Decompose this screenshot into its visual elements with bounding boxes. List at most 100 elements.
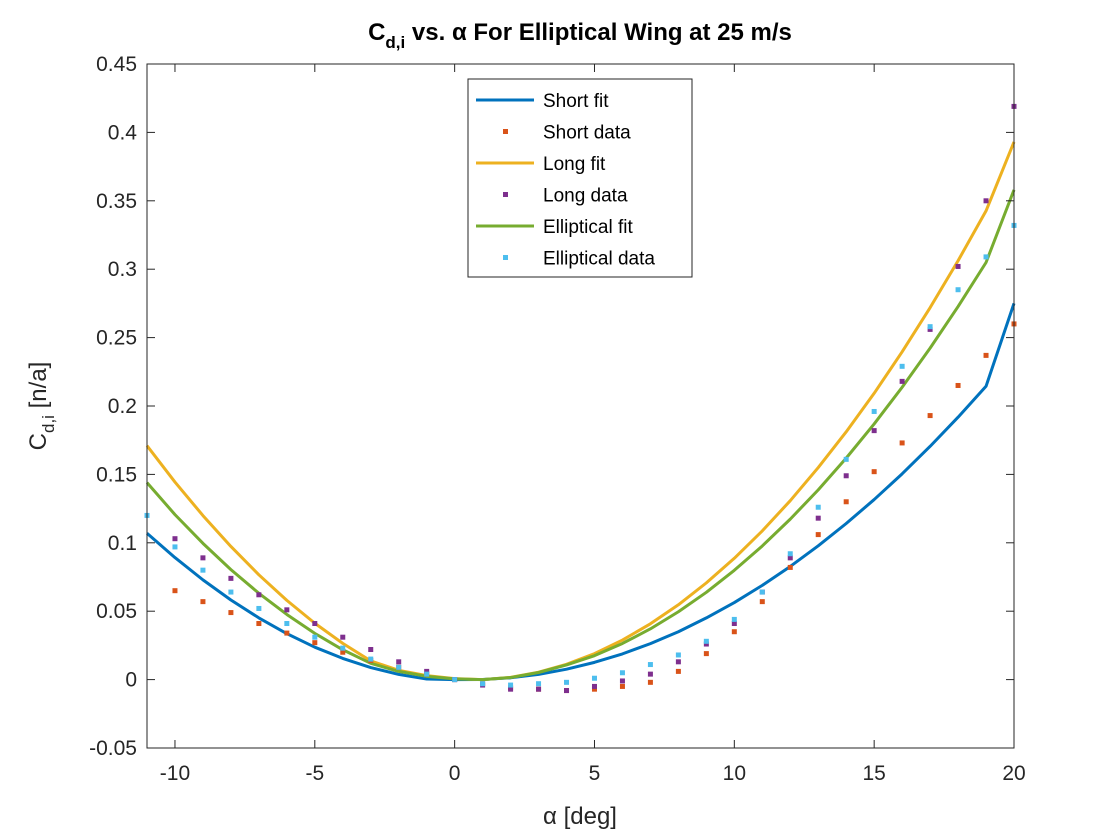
x-tick-label: 10 <box>723 762 746 785</box>
data-point-long-data <box>284 607 290 613</box>
legend-swatch-short-data <box>503 129 508 134</box>
data-point-long-data <box>312 621 318 627</box>
data-point-short-data <box>675 668 681 674</box>
data-point-elliptical-data <box>172 544 178 550</box>
chart-title-rest: vs. α For Elliptical Wing at 25 m/s <box>405 19 792 46</box>
data-point-short-data <box>899 440 905 446</box>
data-point-elliptical-data <box>591 675 597 681</box>
data-point-long-data <box>228 575 234 581</box>
data-point-short-data <box>172 588 178 594</box>
plot-series-lines <box>145 141 1016 682</box>
data-point-elliptical-data <box>396 664 402 670</box>
data-point-elliptical-data <box>312 634 318 640</box>
data-point-short-data <box>843 499 849 505</box>
data-point-elliptical-data <box>452 677 458 683</box>
data-point-long-data <box>172 536 178 542</box>
data-point-short-data <box>647 679 653 685</box>
y-tick-label: 0.45 <box>96 53 137 76</box>
data-point-long-data <box>983 198 989 204</box>
legend-label-short-data: Short data <box>543 123 631 144</box>
chart-title-sub: d,i <box>385 33 405 52</box>
data-point-long-data <box>200 555 206 561</box>
legend-swatch-elliptical-data <box>503 255 508 260</box>
y-tick-label: 0.4 <box>108 121 138 144</box>
data-point-short-data <box>815 532 821 538</box>
data-point-elliptical-data <box>340 645 346 651</box>
y-tick-label: 0.15 <box>96 463 137 486</box>
data-point-long-data <box>871 428 877 434</box>
data-point-long-data <box>591 683 597 689</box>
y-tick-label: 0.35 <box>96 190 137 213</box>
data-point-long-data <box>647 671 653 677</box>
legend-label-long-fit: Long fit <box>543 154 606 175</box>
data-point-elliptical-data <box>564 679 570 685</box>
data-point-elliptical-data <box>536 681 542 687</box>
data-point-elliptical-data <box>731 616 737 622</box>
data-point-elliptical-data <box>284 621 290 627</box>
data-point-long-data <box>815 515 821 521</box>
data-point-elliptical-data <box>200 567 206 573</box>
data-point-long-data <box>703 641 709 647</box>
data-point-elliptical-data <box>647 662 653 668</box>
data-point-short-data <box>787 564 793 570</box>
data-point-short-data <box>591 686 597 692</box>
data-point-elliptical-data <box>759 589 765 595</box>
data-point-elliptical-data <box>815 504 821 510</box>
data-point-long-data <box>787 555 793 561</box>
data-point-long-data <box>396 659 402 665</box>
data-point-long-data <box>368 647 374 653</box>
data-point-elliptical-data <box>899 363 905 369</box>
y-tick-label: 0 <box>125 669 137 692</box>
chart-title: Cd,i vs. α For Elliptical Wing at 25 m/s <box>368 19 792 52</box>
data-point-long-data <box>899 378 905 384</box>
x-axis-label: α [deg] <box>543 803 617 830</box>
data-point-long-data <box>843 473 849 479</box>
x-tick-label: -5 <box>305 762 324 785</box>
y-axis-label-main: C <box>25 433 52 450</box>
data-point-long-data <box>340 634 346 640</box>
data-point-elliptical-data <box>843 456 849 462</box>
y-axis-ticks: -0.05 0 0.05 0.1 0.15 0.2 0.25 0.3 0.35 0.4 0.45 <box>89 53 1014 760</box>
data-point-long-data <box>536 686 542 692</box>
data-point-elliptical-data <box>256 605 262 611</box>
x-tick-label: -10 <box>160 762 190 785</box>
y-tick-label: 0.1 <box>108 532 137 555</box>
x-tick-label: 20 <box>1002 762 1025 785</box>
series-line-elliptical-fit <box>145 189 1016 682</box>
x-axis-ticks: -10 -5 0 5 10 15 20 <box>160 64 1026 785</box>
y-tick-label: -0.05 <box>89 737 137 760</box>
x-tick-label: 5 <box>589 762 601 785</box>
legend-label-short-fit: Short fit <box>543 91 609 112</box>
chart-title-main: C <box>368 19 385 46</box>
data-point-long-data <box>508 686 514 692</box>
data-point-elliptical-data <box>480 681 486 687</box>
data-point-short-data <box>871 469 877 475</box>
legend-label-elliptical-data: Elliptical data <box>543 249 655 270</box>
data-point-long-data <box>424 668 430 674</box>
legend-swatch-long-data <box>503 192 508 197</box>
y-tick-label: 0.25 <box>96 327 137 350</box>
y-axis-label-sub: d,i <box>39 415 58 433</box>
data-point-short-data <box>619 683 625 689</box>
data-point-elliptical-data <box>508 682 514 688</box>
data-point-elliptical-data <box>787 551 793 557</box>
plot-series-points <box>144 103 1017 694</box>
data-point-long-data <box>564 688 570 694</box>
data-point-short-data <box>256 621 262 627</box>
y-axis-label: Cd,i [n/a] <box>25 362 58 451</box>
legend-label-elliptical-fit: Elliptical fit <box>543 217 633 238</box>
legend-label-long-data: Long data <box>543 186 628 207</box>
y-tick-label: 0.05 <box>96 600 137 623</box>
data-point-long-data <box>619 678 625 684</box>
series-line-short-fit <box>146 302 1016 682</box>
data-point-elliptical-data <box>424 671 430 677</box>
legend-box <box>467 78 693 278</box>
data-point-elliptical-data <box>955 287 961 293</box>
data-point-short-data <box>340 649 346 655</box>
data-point-elliptical-data <box>703 638 709 644</box>
data-point-elliptical-data <box>927 324 933 330</box>
data-point-short-data <box>731 629 737 635</box>
y-tick-label: 0.2 <box>108 395 137 418</box>
data-point-short-data <box>200 599 206 605</box>
